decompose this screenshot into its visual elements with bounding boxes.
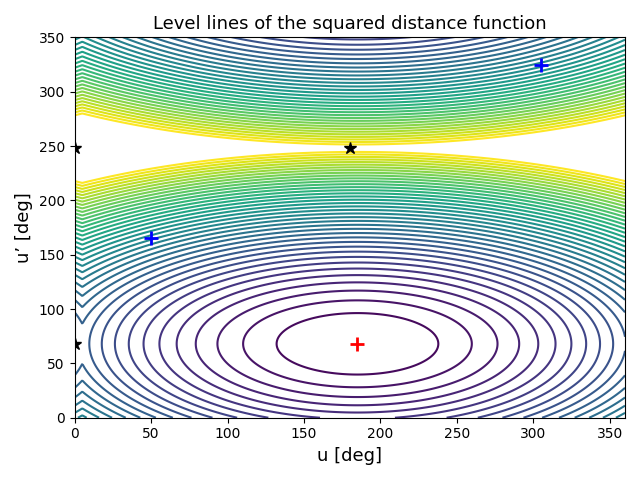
Title: Level lines of the squared distance function: Level lines of the squared distance func… [153, 15, 547, 33]
Y-axis label: u’ [deg]: u’ [deg] [15, 192, 33, 263]
X-axis label: u [deg]: u [deg] [317, 447, 382, 465]
